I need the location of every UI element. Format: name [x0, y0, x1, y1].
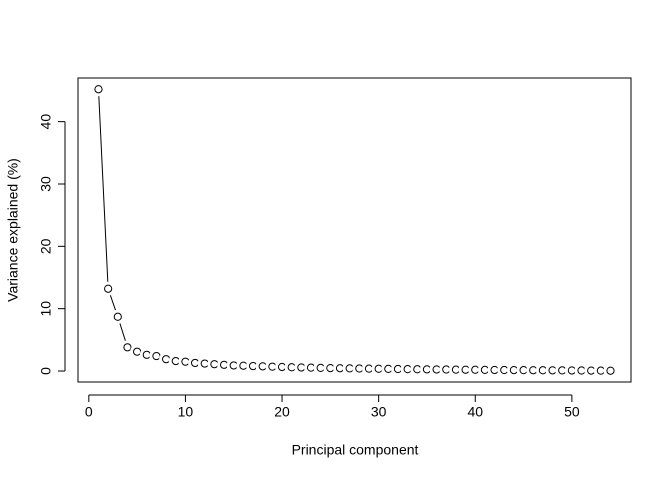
- point-gap: [110, 309, 125, 324]
- point-gap: [574, 363, 589, 378]
- point-gap: [603, 363, 618, 378]
- point: [94, 85, 103, 94]
- x-tick-label: 40: [467, 404, 483, 420]
- point-gap: [390, 362, 405, 377]
- point-gap: [477, 362, 492, 377]
- x-tick-label: 50: [564, 404, 580, 420]
- point-gap: [101, 281, 116, 296]
- x-tick-label: 10: [178, 404, 194, 420]
- point-gap: [468, 362, 483, 377]
- point: [123, 343, 132, 352]
- point: [104, 284, 113, 293]
- y-tick-label: 20: [38, 238, 54, 254]
- point: [606, 366, 615, 375]
- point-gap: [516, 363, 531, 378]
- point-gap: [419, 362, 434, 377]
- series-line: [97, 89, 611, 372]
- point-gap: [584, 363, 599, 378]
- y-tick-label: 0: [38, 367, 54, 375]
- point-gap: [323, 361, 338, 376]
- point-gap: [429, 362, 444, 377]
- point-gap: [448, 362, 463, 377]
- y-tick-label: 40: [38, 114, 54, 130]
- point-gap: [487, 362, 502, 377]
- point-gap: [593, 363, 608, 378]
- point-gap: [91, 82, 106, 97]
- x-axis-label: Principal component: [292, 442, 419, 458]
- plot-box: [77, 77, 632, 383]
- y-axis-label: Variance explained (%): [5, 158, 21, 302]
- point-gap: [342, 361, 357, 376]
- point-gap: [361, 361, 376, 376]
- point-gap: [526, 363, 541, 378]
- point-gap: [371, 361, 386, 376]
- point-gap: [410, 362, 425, 377]
- point-gap: [535, 363, 550, 378]
- point-gap: [506, 363, 521, 378]
- point-gap: [564, 363, 579, 378]
- x-tick-label: 20: [274, 404, 290, 420]
- x-tick-label: 0: [85, 404, 93, 420]
- point-gap: [381, 361, 396, 376]
- point-gap: [545, 363, 560, 378]
- point: [113, 312, 122, 321]
- point-gap: [352, 361, 367, 376]
- point-gap: [458, 362, 473, 377]
- point-gap: [439, 362, 454, 377]
- point-gap: [497, 363, 512, 378]
- point-gap: [400, 362, 415, 377]
- y-tick-label: 30: [38, 176, 54, 192]
- x-tick-label: 30: [371, 404, 387, 420]
- y-tick-label: 10: [38, 301, 54, 317]
- point-gap: [555, 363, 570, 378]
